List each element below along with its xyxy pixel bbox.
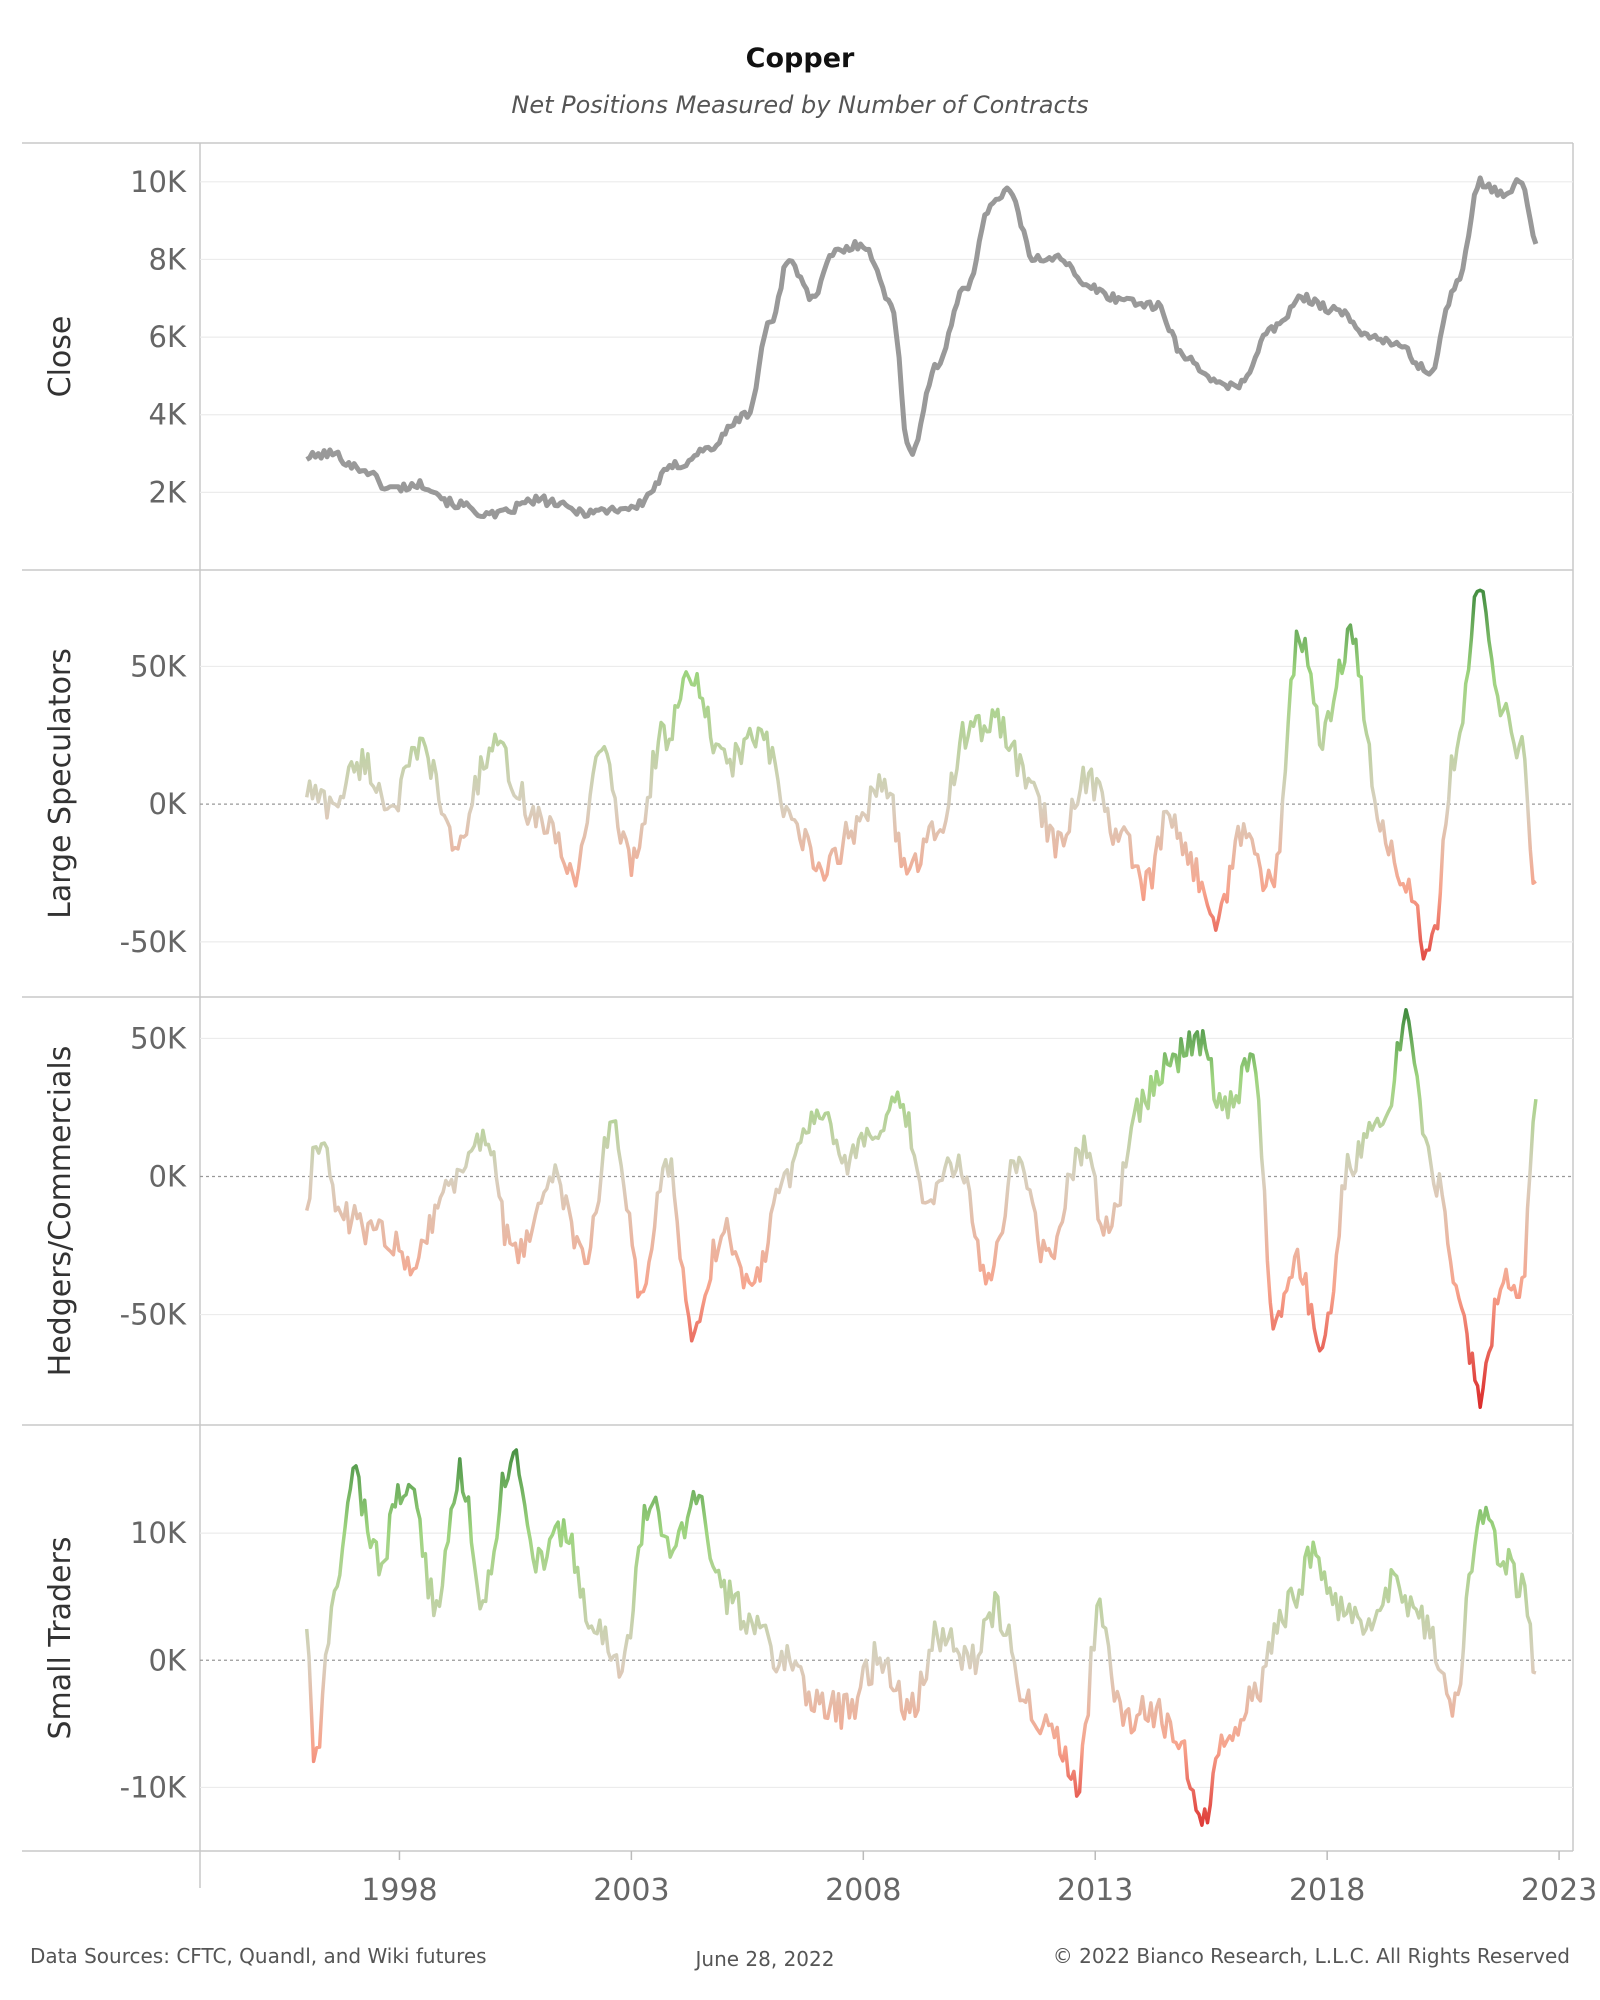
x-tick-label: 2018: [1289, 1873, 1365, 1908]
chart-title: Copper: [746, 43, 855, 74]
x-tick-label: 2003: [593, 1873, 669, 1908]
y-axis-label: Hedgers/Commercials: [43, 1046, 78, 1377]
panel-close: 2K 4K 6K 8K 10K Close: [22, 142, 1574, 570]
panel-large-speculators: -50K 0K 50K Large Speculators: [22, 569, 1574, 997]
x-tick-label: 2008: [825, 1873, 901, 1908]
x-tick-label: 1998: [361, 1873, 437, 1908]
series-line-hedgers-commercials: [305, 1008, 1538, 1410]
y-tick-label: -10K: [120, 1770, 187, 1804]
y-tick-label: 10K: [130, 1516, 187, 1550]
panel-hedgers-commercials: -50K 0K 50K Hedgers/Commercials: [22, 996, 1574, 1425]
panels: 2K 4K 6K 8K 10K Close -50K 0K 50K Large Speculato…: [22, 142, 1574, 1851]
y-tick-label: 4K: [149, 398, 187, 432]
chart-subtitle: Net Positions Measured by Number of Cont…: [511, 91, 1088, 119]
x-tick-label: 2013: [1057, 1873, 1133, 1908]
series-line-close: [305, 175, 1539, 520]
footer-sources: Data Sources: CFTC, Quandl, and Wiki fut…: [30, 1944, 487, 1968]
series-line-large-speculators: [304, 588, 1537, 961]
y-tick-label: -50K: [120, 925, 187, 959]
y-tick-label: 50K: [130, 1021, 187, 1055]
y-tick-label: -50K: [120, 1298, 187, 1332]
x-tick-label: 2023: [1521, 1873, 1597, 1908]
y-tick-label: 0K: [149, 787, 187, 821]
series-line-small-traders: [304, 1448, 1537, 1827]
footer-date: June 28, 2022: [694, 1947, 835, 1971]
x-axis: 1998 2003 2008 2013 2018 2023: [22, 1850, 1597, 1908]
y-tick-label: 0K: [149, 1643, 187, 1677]
y-axis-label: Large Speculators: [43, 648, 78, 919]
y-tick-label: 50K: [130, 649, 187, 683]
y-tick-label: 6K: [149, 320, 187, 354]
footer-copyright: © 2022 Bianco Research, L.L.C. All Right…: [1053, 1944, 1570, 1968]
y-tick-label: 0K: [149, 1159, 187, 1193]
y-tick-label: 10K: [130, 165, 187, 199]
y-axis-label: Small Traders: [43, 1537, 78, 1740]
y-axis-label: Close: [43, 316, 78, 398]
y-tick-label: 8K: [149, 242, 187, 276]
panel-small-traders: -10K 0K 10K Small Traders: [22, 1424, 1574, 1851]
y-tick-label: 2K: [149, 475, 187, 509]
